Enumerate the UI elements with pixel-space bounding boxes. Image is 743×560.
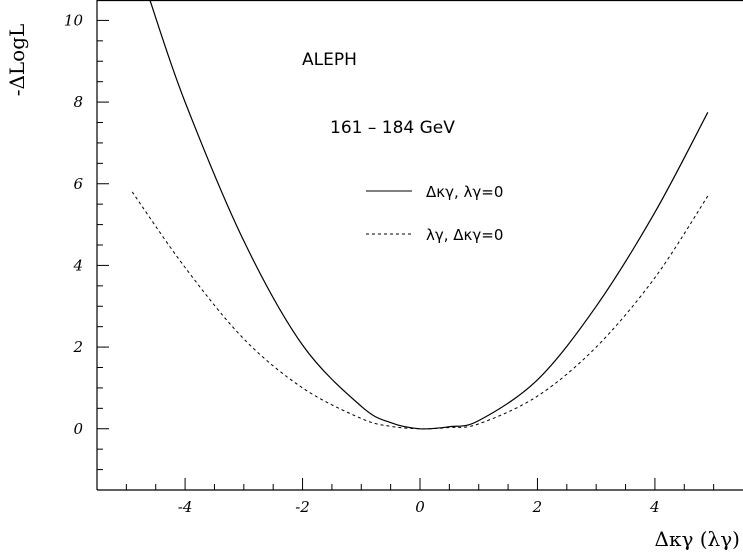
y-tick-label: 0: [73, 420, 83, 438]
x-axis-label: Δκγ (λγ): [655, 527, 741, 551]
x-tick-label: -4: [178, 498, 193, 516]
x-tick-label: 0: [415, 498, 425, 516]
plot-frame: [96, 0, 743, 491]
y-tick-label: 10: [64, 11, 84, 29]
y-tick-label: 4: [72, 256, 83, 274]
y-tick-label: 6: [73, 175, 83, 193]
legend-label-solid: Δκγ, λγ=0: [426, 183, 503, 201]
series-line-lambda: [131, 191, 709, 430]
x-tick-label: 2: [532, 498, 543, 516]
legend: Δκγ, λγ=0 λγ, Δκγ=0: [366, 183, 503, 244]
series-group: [131, 0, 709, 430]
annotation-experiment: ALEPH: [302, 50, 357, 70]
x-tick-label: -2: [295, 498, 310, 516]
y-axis-label: -ΔLogL: [5, 24, 29, 97]
series-line-kappa: [149, 0, 709, 430]
y-axis-ticks: 0 2 4 6 8 10: [64, 0, 109, 491]
x-tick-label: 4: [649, 498, 660, 516]
y-tick-label: 8: [73, 93, 83, 111]
annotation-energy: 161 – 184 GeV: [330, 118, 455, 138]
y-tick-label: 2: [72, 338, 83, 356]
legend-label-dashed: λγ, Δκγ=0: [426, 226, 503, 244]
x-axis-ticks: -4 -2 0 2 4: [125, 478, 715, 516]
